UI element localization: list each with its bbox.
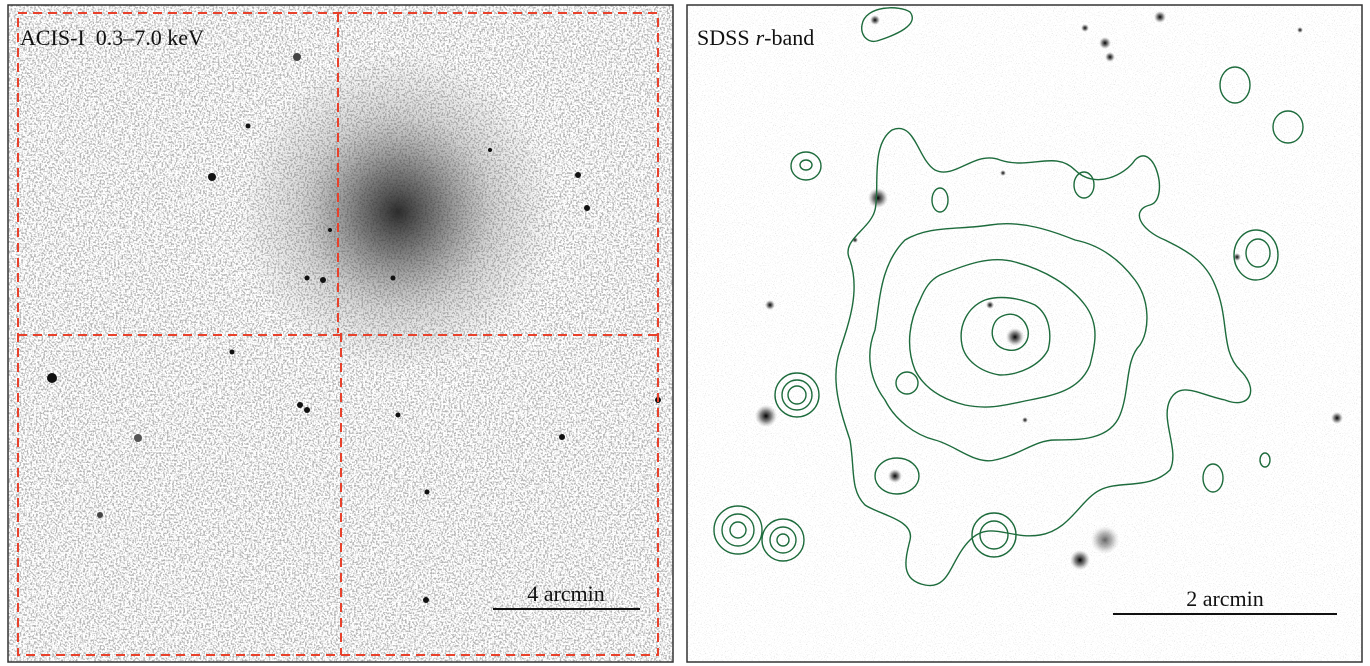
optical-panel: SDSS r-band 2 arcmin — [686, 4, 1363, 663]
label-part: SDSS — [697, 25, 750, 50]
noise — [687, 5, 1362, 662]
panel-frame — [7, 4, 674, 663]
point-sources — [47, 53, 661, 603]
label-part: -band — [764, 25, 814, 50]
label-part: r — [756, 25, 765, 50]
panel-label: ACIS-I 0.3–7.0 keV — [20, 25, 204, 50]
xray-panel: ACIS-I 0.3–7.0 keV 4 arcmin — [7, 4, 674, 663]
ccd-outline — [17, 12, 659, 656]
xray-contours — [713, 7, 1304, 587]
scale-label: 2 arcmin — [1186, 586, 1264, 611]
stars — [755, 11, 1343, 570]
panel-frame — [686, 4, 1363, 663]
cluster-emission — [238, 52, 558, 372]
panel-label: SDSS r-band — [697, 25, 814, 50]
scale-label: 4 arcmin — [527, 581, 605, 606]
